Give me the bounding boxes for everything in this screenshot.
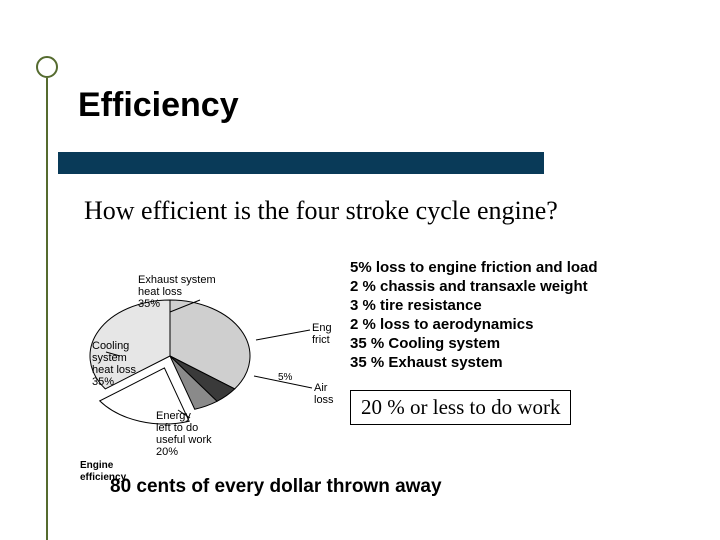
pie-label: system <box>92 352 127 364</box>
pie-label: useful work <box>156 434 212 446</box>
pie-label: Cooling <box>92 340 129 352</box>
pie-label: Air <box>314 382 327 394</box>
pie-label: Eng <box>312 322 332 334</box>
pie-label: 20% <box>156 446 178 458</box>
pie-label: heat loss <box>92 364 136 376</box>
pie-label: 35% <box>92 376 114 388</box>
figure-caption-2: efficiency <box>80 472 126 483</box>
figure-caption-1: Engine <box>80 460 113 471</box>
pie-label: 5% <box>278 372 292 383</box>
pie-label: left to do <box>156 422 198 434</box>
leader-line <box>256 330 310 340</box>
pie-label: heat loss <box>138 286 182 298</box>
pie-label: Energy <box>156 410 191 422</box>
pie-chart <box>0 0 720 540</box>
pie-label: frict <box>312 334 330 346</box>
pie-label: Exhaust system <box>138 274 216 286</box>
pie-label: loss <box>314 394 334 406</box>
pie-label: 35% <box>138 298 160 310</box>
